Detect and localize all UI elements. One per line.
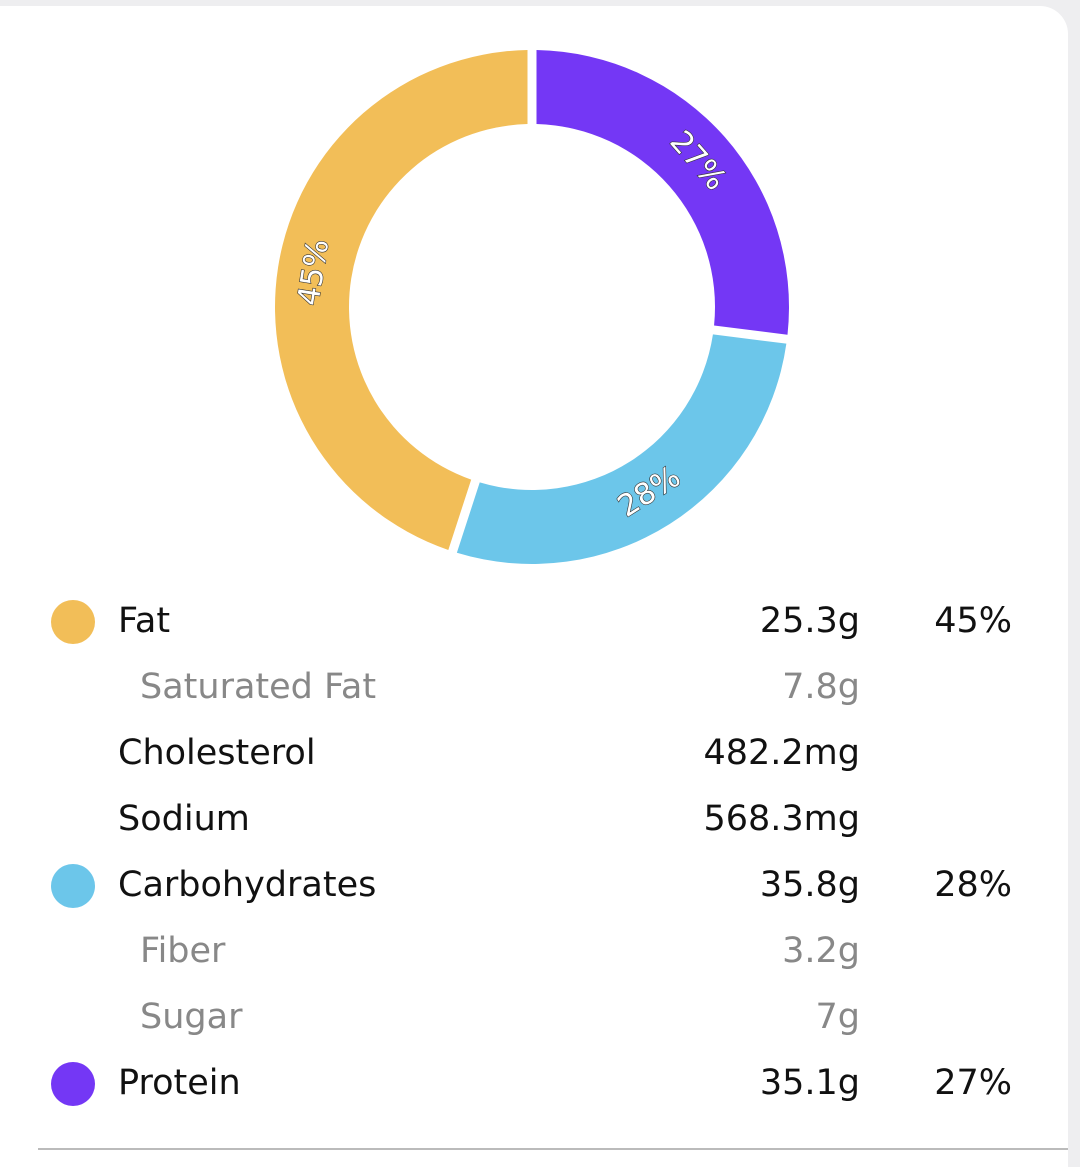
donut-segment [536, 50, 789, 335]
nutrient-name: Fat [118, 601, 170, 641]
nutrient-name: Cholesterol [118, 733, 316, 773]
card [0, 6, 1068, 1167]
nutrient-name: Sodium [118, 799, 250, 839]
nutrient-amount: 35.8g [760, 865, 860, 905]
divider [38, 1148, 1068, 1150]
nutrient-name: Carbohydrates [118, 865, 376, 905]
nutrient-name: Fiber [140, 931, 226, 971]
nutrient-amount: 7.8g [782, 667, 860, 707]
nutrient-amount: 482.2mg [703, 733, 860, 773]
nutrient-percent: 45% [934, 601, 1012, 641]
nutrient-amount: 25.3g [760, 601, 860, 641]
nutrient-percent: 27% [934, 1063, 1012, 1103]
nutrient-name: Sugar [140, 997, 243, 1037]
legend-dot [51, 1062, 95, 1106]
legend-dot [51, 600, 95, 644]
nutrient-name: Saturated Fat [140, 667, 376, 707]
nutrient-name: Protein [118, 1063, 241, 1103]
donut-segment [275, 50, 528, 550]
nutrient-amount: 568.3mg [703, 799, 860, 839]
nutrient-table: Fat 25.3g 45% Saturated Fat 7.8g Cholest… [51, 600, 1012, 1106]
donut-segment [456, 334, 787, 564]
legend-dot [51, 864, 95, 908]
nutrient-amount: 7g [816, 997, 861, 1037]
nutrient-amount: 3.2g [782, 931, 860, 971]
nutrient-amount: 35.1g [760, 1063, 860, 1103]
nutrient-percent: 28% [934, 865, 1012, 905]
